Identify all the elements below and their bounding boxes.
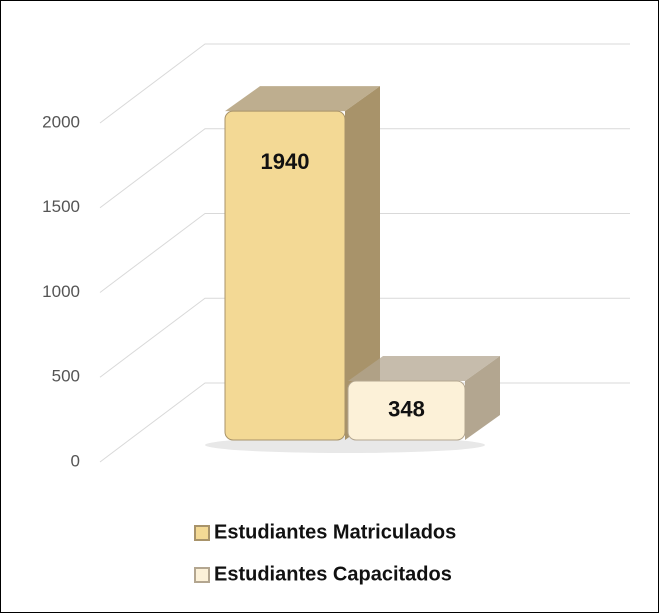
grid-line bbox=[99, 128, 630, 209]
grid-line bbox=[99, 213, 630, 293]
y-tick-label: 2000 bbox=[42, 112, 80, 131]
legend-label: Estudiantes Capacitados bbox=[214, 563, 452, 585]
bar-top bbox=[348, 356, 500, 382]
bar bbox=[347, 380, 466, 441]
bar-side bbox=[345, 86, 380, 441]
y-tick-label: 1000 bbox=[42, 282, 80, 301]
floor-shadow bbox=[205, 437, 485, 453]
bar-side bbox=[465, 356, 500, 440]
data-label: 1940 bbox=[261, 149, 310, 174]
y-tick-label: 500 bbox=[52, 367, 80, 386]
data-label: 348 bbox=[388, 396, 425, 421]
grid-line bbox=[99, 43, 630, 124]
legend-label: Estudiantes Matriculados bbox=[214, 521, 456, 543]
bar bbox=[224, 110, 346, 441]
y-tick-label: 0 bbox=[71, 451, 80, 470]
legend-swatch bbox=[194, 525, 210, 541]
y-tick-label: 1500 bbox=[42, 197, 80, 216]
bar-top bbox=[225, 86, 380, 112]
grid-line bbox=[99, 297, 630, 378]
legend-swatch bbox=[194, 567, 210, 583]
